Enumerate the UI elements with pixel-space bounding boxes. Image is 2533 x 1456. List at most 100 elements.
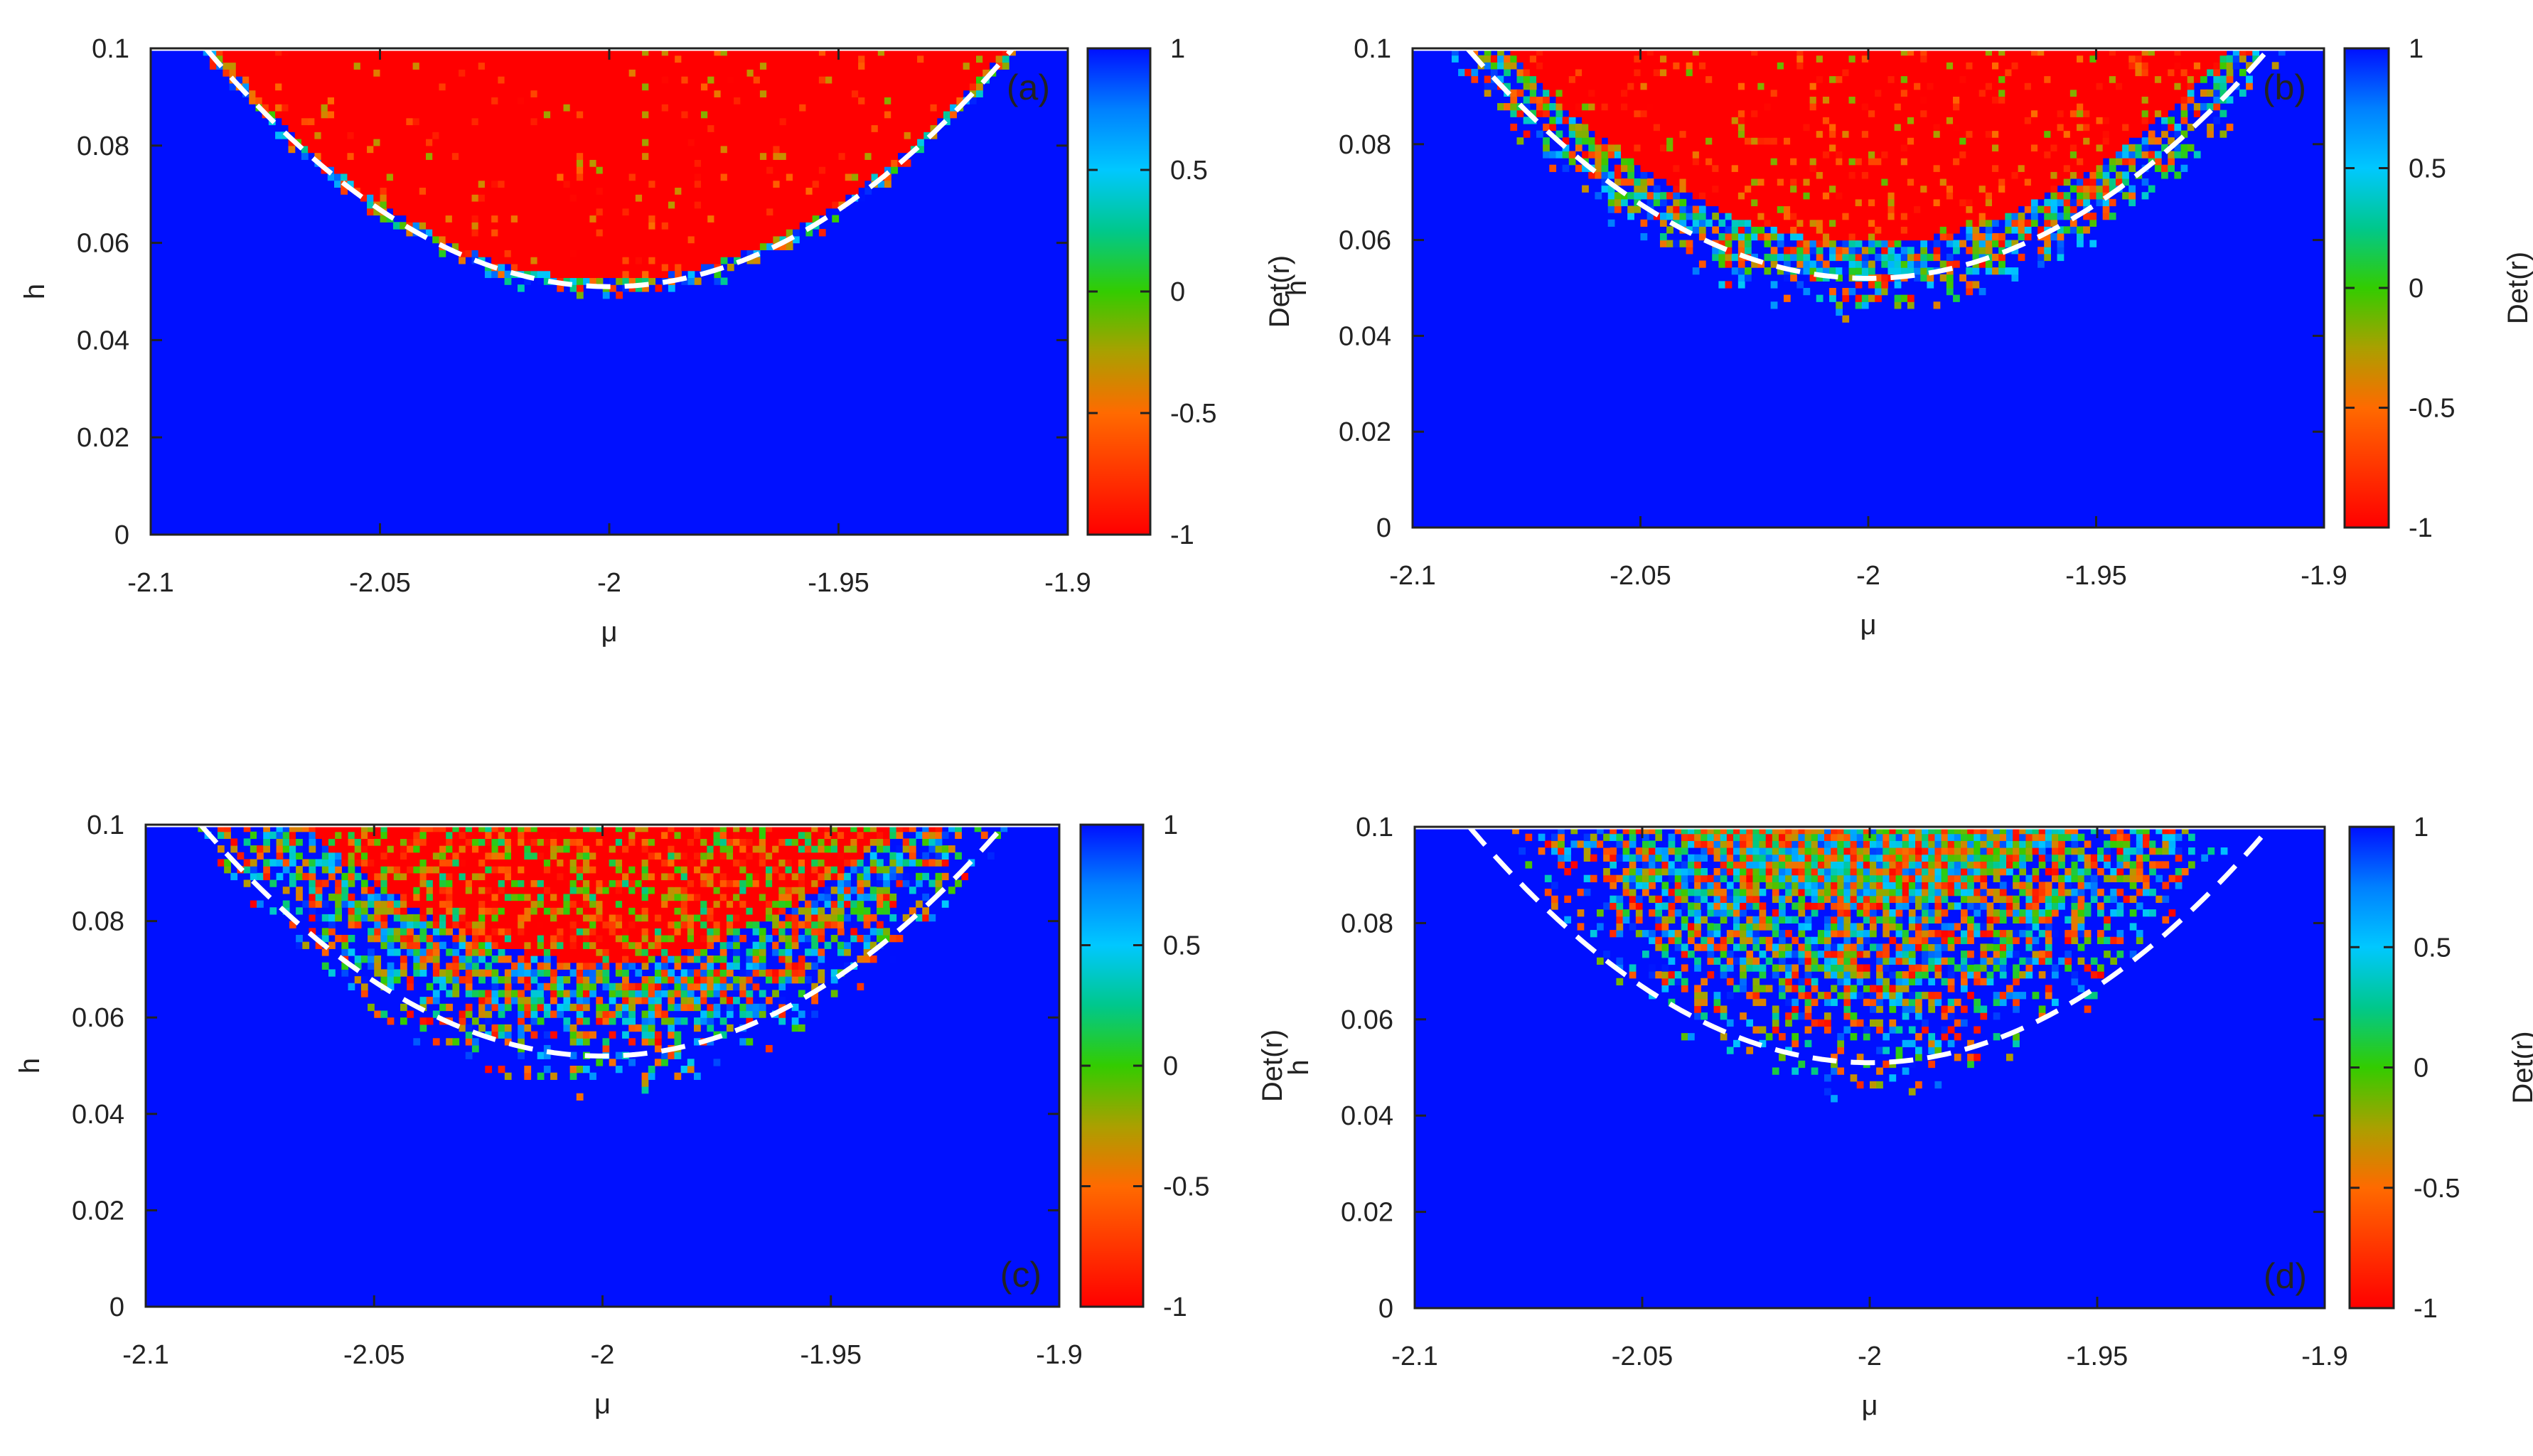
heatmap-cell	[1634, 96, 1642, 104]
heatmap-cell	[2128, 164, 2136, 172]
heatmap-cell	[1920, 109, 1928, 117]
heatmap-cell	[864, 159, 872, 167]
heatmap-cell	[1939, 219, 1947, 227]
heatmap-cell	[530, 82, 538, 91]
heatmap-cell	[1725, 158, 1733, 166]
heatmap-cell	[740, 76, 748, 84]
heatmap-cell	[1914, 213, 1921, 220]
heatmap-cell	[602, 159, 610, 167]
heatmap-cell	[701, 104, 708, 112]
heatmap-cell	[1959, 178, 1966, 186]
heatmap-cell	[805, 69, 813, 77]
heatmap-cell	[1627, 130, 1634, 138]
heatmap-cell	[1764, 117, 1772, 124]
heatmap-cell	[1712, 151, 1719, 159]
heatmap-cell	[1809, 219, 1817, 227]
heatmap-cell	[439, 200, 446, 209]
heatmap-cell	[1855, 294, 1863, 302]
heatmap-cell	[498, 200, 505, 209]
heatmap-cell	[1868, 137, 1875, 145]
heatmap-cell	[2083, 185, 2090, 193]
heatmap-cell	[2154, 137, 2162, 145]
heatmap-cell	[563, 117, 571, 126]
heatmap-cell	[557, 159, 564, 167]
heatmap-cell	[1829, 158, 1836, 166]
heatmap-cell	[412, 90, 420, 97]
heatmap-cell	[622, 200, 630, 209]
heatmap-cell	[779, 152, 787, 160]
heatmap-cell	[1777, 117, 1784, 124]
heatmap-cell	[1705, 158, 1713, 166]
heatmap-cell	[1770, 301, 1778, 309]
heatmap-cell	[2037, 130, 2045, 138]
heatmap-cell	[386, 194, 394, 202]
heatmap-cell	[2024, 151, 2032, 159]
heatmap-cell	[734, 194, 741, 202]
heatmap-cell	[543, 152, 551, 160]
heatmap-cell	[1900, 151, 1908, 159]
heatmap-cell	[1816, 103, 1824, 111]
heatmap-cell	[589, 173, 597, 181]
heatmap-cell	[439, 173, 446, 181]
heatmap-cell	[1809, 178, 1817, 186]
heatmap-cell	[1764, 158, 1772, 166]
heatmap-cell	[1953, 240, 1960, 247]
heatmap-cell	[694, 263, 702, 272]
heatmap-cell	[1848, 288, 1856, 296]
heatmap-cell	[1751, 205, 1758, 213]
heatmap-cell	[1946, 253, 1954, 262]
heatmap-cell	[583, 132, 590, 139]
heatmap-cell	[589, 229, 597, 237]
heatmap-cell	[2161, 164, 2168, 172]
heatmap-cell	[1659, 89, 1667, 97]
heatmap-cell	[524, 110, 532, 119]
heatmap-cell	[1868, 267, 1875, 275]
heatmap-cell	[609, 166, 616, 174]
heatmap-cell	[655, 250, 663, 257]
heatmap-cell	[576, 145, 584, 154]
heatmap-cell	[1790, 232, 1797, 241]
heatmap-cell	[2069, 144, 2077, 152]
heatmap-cell	[1725, 123, 1733, 132]
heatmap-cell	[753, 242, 761, 250]
heatmap-cell	[779, 187, 787, 195]
heatmap-cell	[727, 110, 734, 119]
heatmap-cell	[832, 117, 840, 126]
heatmap-cell	[694, 208, 702, 216]
heatmap-cell	[1920, 171, 1928, 179]
heatmap-cell	[1640, 185, 1648, 193]
heatmap-cell	[793, 235, 800, 244]
heatmap-cell	[622, 69, 630, 77]
heatmap-cell	[1673, 164, 1681, 172]
heatmap-cell	[504, 270, 512, 279]
heatmap-cell	[1646, 109, 1654, 117]
heatmap-cell	[1659, 117, 1667, 124]
heatmap-cell	[1666, 144, 1674, 152]
heatmap-cell	[543, 250, 551, 257]
heatmap-cell	[714, 215, 722, 223]
heatmap-cell	[2063, 137, 2071, 145]
heatmap-cell	[1777, 130, 1784, 138]
heatmap-cell	[1803, 137, 1811, 145]
heatmap-cell	[537, 76, 545, 84]
heatmap-cell	[628, 104, 636, 112]
heatmap-cell	[2109, 103, 2116, 111]
heatmap-cell	[1666, 213, 1674, 220]
heatmap-cell	[2148, 109, 2156, 117]
heatmap-cell	[779, 222, 787, 230]
heatmap-cell	[1777, 103, 1784, 111]
heatmap-cell	[419, 194, 427, 202]
heatmap-cell	[609, 284, 616, 292]
heatmap-cell	[1803, 117, 1811, 124]
heatmap-cell	[550, 242, 557, 250]
heatmap-cell	[543, 82, 551, 91]
heatmap-cell	[321, 145, 328, 154]
heatmap-cell	[341, 152, 348, 160]
heatmap-cell	[766, 139, 773, 146]
heatmap-cell	[1836, 117, 1843, 124]
heatmap-cell	[510, 180, 518, 188]
heatmap-cell	[471, 187, 479, 195]
heatmap-cell	[681, 139, 689, 146]
heatmap-cell	[400, 166, 407, 174]
heatmap-cell	[642, 235, 649, 244]
